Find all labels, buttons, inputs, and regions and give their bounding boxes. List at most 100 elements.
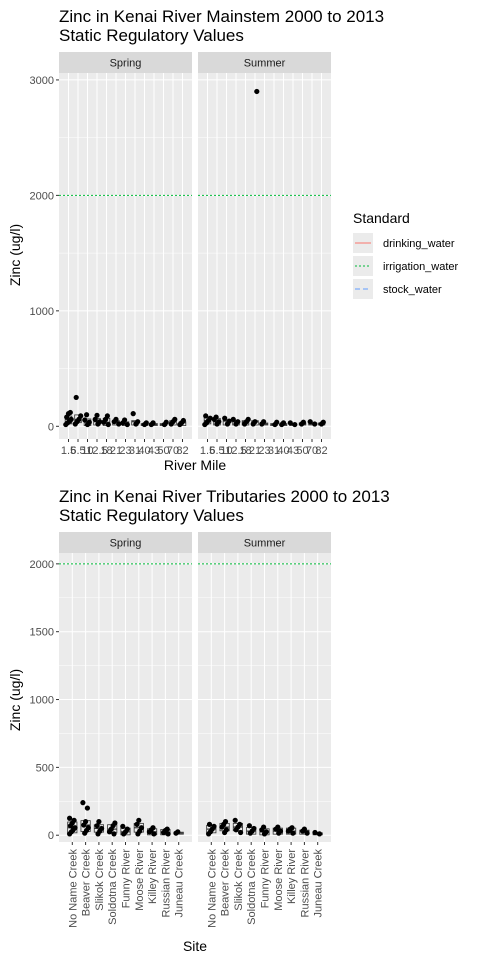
chart1-point-spring-20 bbox=[105, 421, 111, 428]
chart1-subtitle: Static Regulatory Values bbox=[59, 26, 244, 45]
chart2-point-spring-37 bbox=[150, 825, 156, 831]
chart1-ytick-label-0: 0 bbox=[48, 421, 54, 433]
chart1-ylabel: Zinc (ug/l) bbox=[7, 224, 23, 286]
chart1-point-summer-8 bbox=[213, 414, 219, 420]
chart2-ytick-label-0: 0 bbox=[48, 830, 54, 842]
chart2-point-summer-4 bbox=[206, 821, 213, 827]
chart1-xtick-label-summer-7: 31 bbox=[268, 445, 280, 457]
chart2-point-spring-33 bbox=[136, 817, 142, 823]
chart1-point-summer-27 bbox=[292, 421, 298, 428]
chart2-point-summer-24 bbox=[277, 828, 284, 834]
chart2-subtitle: Static Regulatory Values bbox=[59, 506, 244, 525]
chart2-xtick-label-summer-4: Funny River bbox=[260, 849, 272, 909]
chart1-strip-label-spring: Spring bbox=[110, 58, 142, 70]
chart2-xtick-label-spring-5: Moose River bbox=[134, 849, 146, 911]
chart2-point-spring-13 bbox=[84, 805, 90, 811]
chart2-xtick-label-summer-0: No Name Creek bbox=[206, 849, 218, 928]
chart2-ytick-label-3: 1500 bbox=[30, 627, 54, 639]
chart2-xtick-label-spring-8: Juneau Creek bbox=[174, 849, 186, 918]
chart1-xtick-label-summer-1: 6.5 bbox=[209, 445, 224, 457]
legend-label-stock-water: stock_water bbox=[383, 284, 442, 296]
chart1-point-spring-29 bbox=[122, 417, 128, 423]
chart1-point-summer-6 bbox=[216, 419, 222, 425]
chart2-point-summer-22 bbox=[261, 824, 267, 830]
chart1-xtick-label-summer-5: 21 bbox=[249, 445, 261, 457]
chart1-point-spring-10 bbox=[78, 413, 84, 419]
chart2-point-spring-12 bbox=[83, 819, 89, 825]
chart2-point-spring-41 bbox=[164, 826, 170, 832]
chart1-point-spring-41 bbox=[172, 416, 178, 422]
chart1-point-summer-34 bbox=[320, 419, 326, 425]
chart1-xtick-label-summer-9: 43 bbox=[287, 445, 299, 457]
chart2-xtick-label-spring-2: Slikok Creek bbox=[94, 849, 106, 911]
chart2-strip-label-summer: Summer bbox=[244, 538, 286, 550]
chart1-strip-summer bbox=[198, 52, 331, 73]
chart1-xtick-label-spring-1: 6.5 bbox=[70, 445, 85, 457]
chart2-point-spring-28 bbox=[120, 823, 126, 829]
chart1-point-summer-13 bbox=[235, 419, 241, 425]
chart2-xtick-label-spring-6: Killey River bbox=[147, 849, 159, 904]
chart1-xtick-label-spring-10: 50 bbox=[157, 445, 169, 457]
chart1-xtick-label-spring-0: 1.5 bbox=[61, 445, 76, 457]
chart1-title: Zinc in Kenai River Mainstem 2000 to 201… bbox=[59, 7, 384, 26]
chart1-point-spring-13 bbox=[86, 419, 92, 425]
chart2-ytick-label-2: 1000 bbox=[30, 695, 54, 707]
chart1-ytick-label-1: 1000 bbox=[30, 306, 54, 318]
chart1-point-spring-19 bbox=[94, 412, 100, 418]
chart1-xtick-label-summer-11: 70 bbox=[306, 445, 318, 457]
chart2-xtick-label-summer-5: Moose River bbox=[273, 849, 285, 911]
chart1-xtick-label-summer-0: 1.5 bbox=[200, 445, 215, 457]
chart1-point-spring-38 bbox=[163, 419, 169, 425]
chart2-xtick-label-summer-8: Juneau Creek bbox=[313, 849, 325, 918]
chart1-point-summer-22 bbox=[261, 419, 267, 425]
chart2-point-summer-14 bbox=[232, 817, 238, 823]
chart1-point-spring-23 bbox=[104, 413, 110, 419]
chart2-point-spring-20 bbox=[111, 831, 117, 837]
chart2-point-spring-17 bbox=[99, 825, 105, 832]
chart2-point-spring-18 bbox=[94, 823, 100, 829]
chart1-point-spring-18 bbox=[92, 416, 98, 422]
chart2-point-spring-27 bbox=[124, 826, 130, 832]
chart1-xtick-label-spring-2: 10 bbox=[81, 445, 93, 457]
chart2-point-summer-35 bbox=[312, 829, 318, 836]
chart1-point-summer-11 bbox=[222, 415, 228, 421]
chart1-point-spring-32 bbox=[130, 410, 136, 417]
chart2-title: Zinc in Kenai River Tributaries 2000 to … bbox=[59, 487, 390, 506]
chart1-point-summer-26 bbox=[280, 420, 287, 426]
chart2-xtick-label-summer-3: Soldotna Creek bbox=[246, 849, 258, 925]
chart2-strip-spring bbox=[59, 532, 192, 553]
chart1-point-summer-32 bbox=[307, 419, 313, 425]
chart1-point-spring-31 bbox=[135, 419, 141, 425]
chart1-point-summer-3 bbox=[207, 415, 213, 421]
chart1-xtick-label-spring-11: 70 bbox=[167, 445, 179, 457]
chart1-strip-label-summer: Summer bbox=[244, 58, 286, 70]
chart1-point-summer-28 bbox=[287, 420, 293, 426]
chart2-point-spring-24 bbox=[112, 820, 118, 826]
chart1-point-summer-14 bbox=[230, 416, 236, 422]
chart2-xtick-label-spring-0: No Name Creek bbox=[67, 849, 79, 928]
chart2-point-summer-3 bbox=[211, 823, 217, 829]
chart1-point-spring-27 bbox=[124, 421, 130, 428]
chart1-strip-spring bbox=[59, 52, 192, 73]
chart2-point-summer-17 bbox=[251, 825, 257, 832]
chart2-xtick-label-summer-1: Beaver Creek bbox=[220, 849, 232, 917]
chart2-point-summer-33 bbox=[301, 826, 307, 832]
chart1-xtick-label-spring-7: 31 bbox=[129, 445, 141, 457]
chart2-point-spring-19 bbox=[96, 819, 102, 825]
chart2-point-summer-30 bbox=[289, 825, 295, 831]
legend-label-irrigation-water: irrigation_water bbox=[383, 261, 459, 273]
chart1-point-summer-17 bbox=[245, 416, 251, 422]
chart1-point-spring-17 bbox=[97, 419, 103, 425]
chart1-point-summer-30 bbox=[300, 419, 306, 425]
chart2-point-summer-18 bbox=[246, 823, 252, 829]
chart1-xtick-label-summer-8: 40 bbox=[277, 445, 289, 457]
chart2-strip-label-spring: Spring bbox=[110, 538, 142, 550]
chart1-xtick-label-spring-8: 40 bbox=[138, 445, 150, 457]
chart2-point-spring-31 bbox=[138, 825, 145, 831]
chart2-xtick-label-summer-7: Russian River bbox=[299, 849, 311, 918]
chart2-point-spring-10 bbox=[85, 825, 91, 831]
chart1-xlabel: River Mile bbox=[164, 457, 226, 473]
chart1-xtick-label-spring-12: 82 bbox=[176, 445, 188, 457]
chart2-xtick-label-spring-4: Funny River bbox=[121, 849, 133, 909]
